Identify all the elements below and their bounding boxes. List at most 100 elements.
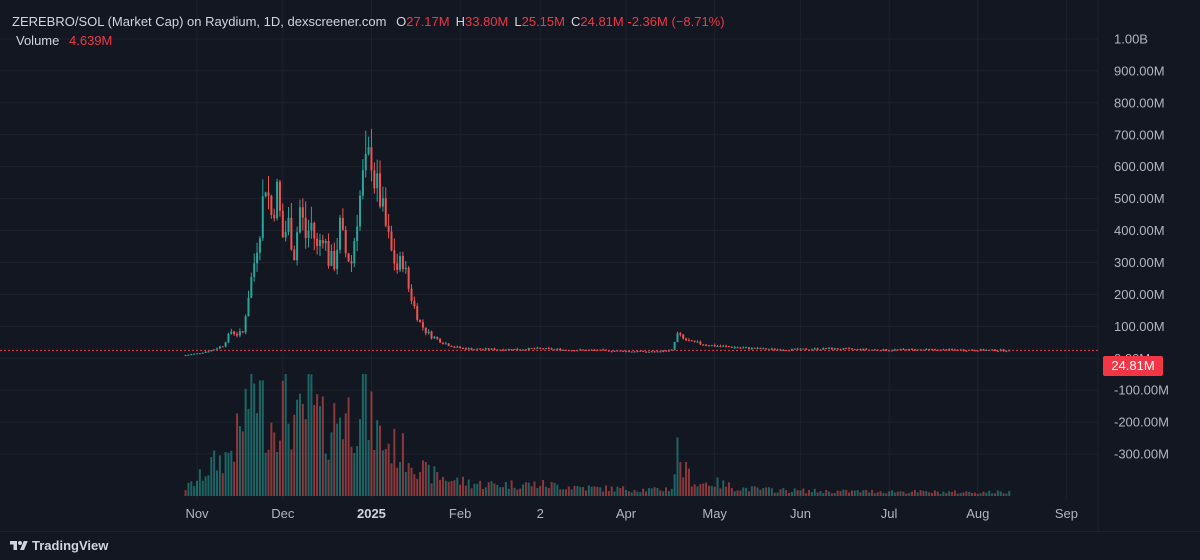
candle-body: [1002, 349, 1005, 352]
candle-body: [327, 240, 330, 266]
volume-bar: [647, 488, 650, 496]
volume-bar: [662, 491, 665, 496]
candle-body: [699, 341, 702, 345]
volume-bar: [853, 490, 856, 496]
volume-bar: [424, 461, 427, 496]
volume-bar: [936, 491, 939, 496]
volume-bar: [782, 487, 785, 496]
x-tick-label: Aug: [966, 506, 989, 521]
volume-bar: [238, 425, 241, 496]
x-tick-label: Jun: [790, 506, 811, 521]
candle-body: [707, 345, 710, 347]
volume-bar: [850, 490, 853, 496]
volume-bar: [530, 486, 533, 496]
volume-bar: [421, 460, 424, 496]
candle-body: [373, 170, 376, 189]
volume-bar: [865, 489, 868, 496]
volume-bar: [519, 488, 522, 496]
volume-bar: [579, 487, 582, 496]
volume-bar: [310, 374, 313, 496]
candle-body: [816, 348, 819, 350]
ohlc-value-l: 25.15M: [521, 14, 565, 29]
candle-body: [401, 256, 404, 270]
volume-label: Volume: [16, 33, 60, 48]
volume-bar: [876, 492, 879, 496]
volume-bar: [707, 485, 710, 496]
volume-bar: [607, 491, 610, 496]
volume-bar: [988, 490, 991, 496]
candle-body: [350, 261, 353, 264]
volume-bar: [928, 492, 931, 496]
candle-body: [421, 322, 424, 328]
brand-name[interactable]: TradingView: [32, 538, 109, 553]
volume-bar: [985, 492, 988, 496]
volume-bar: [962, 492, 965, 496]
volume-bar: [747, 491, 750, 496]
candle-body: [482, 349, 484, 351]
y-tick-label: 600.00M: [1114, 159, 1165, 174]
volume-bar: [270, 422, 273, 496]
candle-body: [230, 331, 233, 334]
volume-bar: [790, 491, 793, 496]
candle-body: [516, 348, 519, 350]
candle-body: [410, 288, 413, 302]
candlestick-chart[interactable]: 1.00B 900.00M 800.00M 700.00M 600.00M 500.00M…: [0, 0, 1200, 531]
candle-body: [573, 350, 576, 352]
volume-bar: [379, 425, 382, 496]
volume-bar: [193, 485, 196, 496]
candle-body: [296, 232, 299, 261]
volume-bar: [439, 479, 442, 496]
x-tick-label: Dec: [271, 506, 295, 521]
volume-bar: [318, 406, 321, 496]
volume-bar: [705, 482, 708, 496]
volume-bar: [1002, 493, 1005, 496]
symbol-title[interactable]: ZEREBRO/SOL (Market Cap) on Raydium, 1D,…: [12, 14, 387, 29]
candle-body: [650, 351, 653, 353]
candle-body: [281, 210, 284, 238]
volume-bar: [493, 483, 496, 496]
candle-body: [622, 350, 625, 352]
volume-bar: [693, 484, 696, 496]
y-axis[interactable]: 1.00B 900.00M 800.00M 700.00M 600.00M 500.00M…: [1114, 32, 1169, 462]
candle-body: [381, 198, 384, 207]
volume-bar: [567, 486, 570, 496]
candle-body: [842, 348, 845, 350]
volume-bar: [776, 492, 779, 496]
candle-body: [890, 350, 893, 352]
volume-bar: [373, 449, 376, 496]
candle-body: [544, 348, 547, 350]
candle-body: [759, 347, 762, 349]
tradingview-logo-icon[interactable]: [10, 539, 28, 553]
candle-body: [236, 334, 239, 336]
candle-body: [387, 225, 390, 232]
volume-bar: [953, 490, 956, 496]
candle-body: [267, 192, 270, 196]
volume-bar: [364, 374, 367, 496]
candle-body: [278, 181, 281, 211]
volume-bar: [625, 490, 627, 496]
y-tick-label: 900.00M: [1114, 63, 1165, 78]
ohlc-key-o: O: [396, 14, 407, 29]
volume-bar: [467, 479, 470, 496]
candle-body: [702, 344, 705, 346]
x-axis[interactable]: Nov Dec 2025 Feb 2 Apr May Jun Jul Aug Sep: [185, 506, 1078, 521]
volume-bar: [482, 488, 484, 496]
candle-body: [542, 348, 545, 350]
candle-body: [436, 336, 439, 339]
candle-body: [324, 240, 327, 244]
volume-bar: [816, 492, 819, 496]
volume-bar: [401, 433, 404, 496]
candle-body: [679, 333, 682, 335]
candle-body: [487, 348, 490, 350]
volume-bar: [278, 440, 281, 496]
candle-body: [965, 350, 968, 352]
volume-bar: [616, 486, 619, 496]
volume-bar: [765, 487, 768, 496]
volume-bar: [522, 484, 525, 496]
volume-bar: [982, 491, 985, 496]
volume-bar: [645, 491, 648, 496]
candle-body: [419, 319, 422, 323]
volume-bar: [413, 474, 416, 496]
x-tick-label: Nov: [185, 506, 209, 521]
volume-bar: [959, 492, 962, 496]
